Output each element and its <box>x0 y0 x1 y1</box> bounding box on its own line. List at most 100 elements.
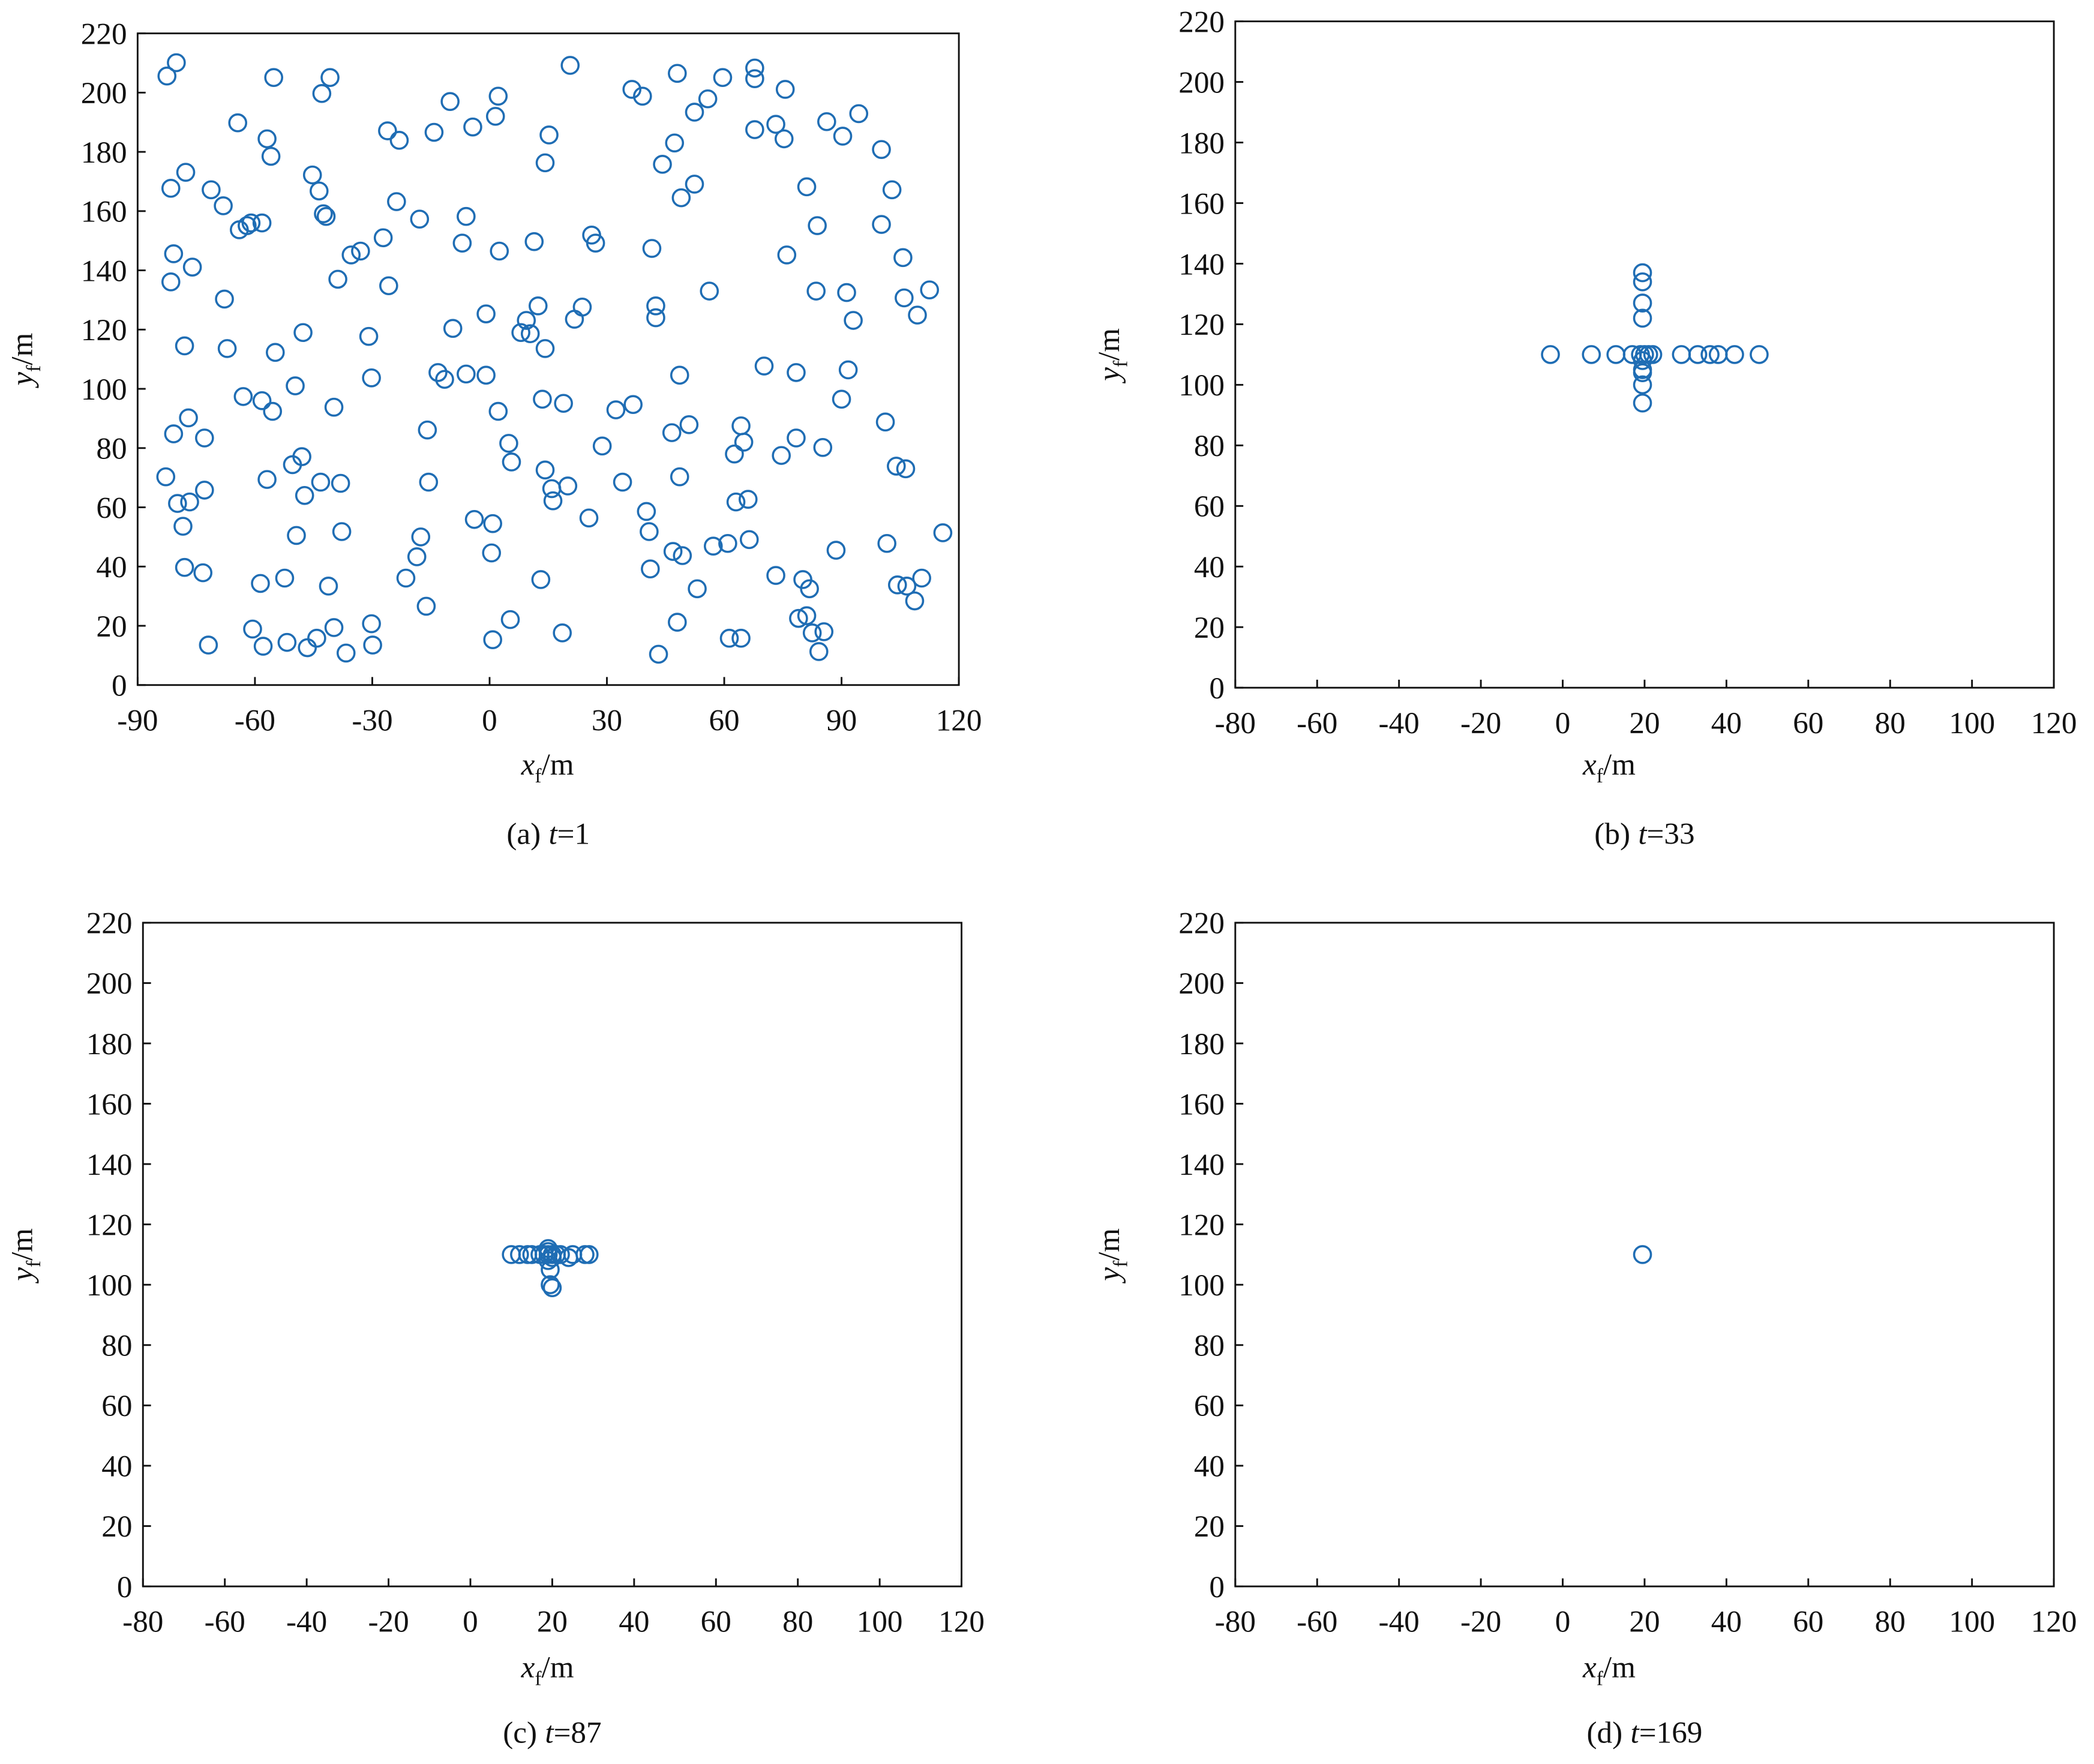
y-tick-label: 200 <box>1178 65 1225 100</box>
point <box>806 281 826 301</box>
y-tick-label: 20 <box>101 1510 132 1544</box>
point <box>502 452 521 472</box>
point <box>331 473 350 493</box>
point <box>642 239 662 258</box>
x-tick-label: -20 <box>1460 1605 1501 1639</box>
x-tick-label: 80 <box>782 1605 813 1639</box>
point <box>319 577 338 596</box>
point <box>560 56 580 75</box>
point <box>875 412 895 432</box>
point <box>428 363 448 382</box>
point <box>649 644 668 664</box>
point <box>882 180 902 200</box>
caption-value: =1 <box>557 817 590 851</box>
point <box>316 206 336 226</box>
y-tick-label: 180 <box>81 136 127 170</box>
point <box>558 476 578 496</box>
point <box>774 129 794 149</box>
x-tick-label: -20 <box>368 1605 409 1639</box>
point <box>553 623 572 643</box>
x-tick-label: 40 <box>1711 1605 1742 1639</box>
point <box>1633 375 1652 395</box>
point <box>251 574 270 593</box>
y-tick-label: 120 <box>81 313 127 347</box>
x-tick-label: -40 <box>1379 1605 1420 1639</box>
point <box>199 635 218 655</box>
point <box>164 424 184 443</box>
point <box>541 1260 560 1279</box>
point <box>670 365 689 385</box>
x-tick-label: 20 <box>537 1605 568 1639</box>
point <box>179 408 198 428</box>
point <box>817 112 836 131</box>
y-axis-label-sub: f <box>1110 1260 1132 1267</box>
point <box>202 180 221 200</box>
y-tick-label: 200 <box>81 76 127 110</box>
point <box>307 628 326 648</box>
point <box>407 547 427 566</box>
point <box>482 543 502 563</box>
x-axis-label-sub: f <box>1597 1668 1604 1690</box>
x-tick-label: 30 <box>592 703 622 737</box>
point <box>933 523 953 542</box>
point <box>457 364 476 384</box>
point <box>485 107 505 126</box>
point <box>309 181 329 201</box>
x-axis-label-sub: f <box>535 1668 542 1690</box>
point <box>668 64 687 83</box>
point <box>826 541 846 560</box>
point <box>592 436 612 456</box>
y-tick-label: 0 <box>117 1570 133 1604</box>
y-tick-label: 100 <box>1178 368 1225 403</box>
point <box>214 196 233 215</box>
point <box>533 389 552 409</box>
point <box>670 467 689 487</box>
caption: (c) t=87 <box>503 1715 601 1750</box>
point <box>215 289 234 309</box>
point <box>613 472 632 492</box>
x-tick-label: 20 <box>1629 1605 1660 1639</box>
point <box>726 492 746 512</box>
y-tick-label: 160 <box>81 195 127 229</box>
point <box>410 209 430 229</box>
caption-tag: (d) <box>1587 1715 1623 1750</box>
point <box>775 80 795 99</box>
point <box>167 53 186 73</box>
y-tick-label: 40 <box>96 550 127 584</box>
y-tick-label: 120 <box>1178 308 1225 342</box>
point <box>457 206 476 226</box>
x-axis-label: xf/m <box>1582 1650 1636 1690</box>
y-axis-label-unit: /m <box>5 1228 40 1261</box>
point <box>252 213 272 233</box>
point <box>387 192 406 211</box>
caption-value: =87 <box>554 1715 602 1750</box>
point <box>175 336 194 356</box>
point <box>797 177 817 197</box>
point <box>731 416 751 436</box>
point <box>808 216 827 235</box>
point <box>787 363 806 382</box>
point <box>287 526 306 545</box>
point <box>725 444 744 464</box>
plot-frame <box>136 32 960 686</box>
point <box>396 568 416 588</box>
point <box>483 630 502 649</box>
point <box>739 490 758 509</box>
point <box>517 311 536 330</box>
y-axis-label: yf/m <box>5 333 45 389</box>
x-tick-label: 120 <box>2031 706 2077 740</box>
point <box>261 146 281 166</box>
point <box>665 133 685 153</box>
point <box>1633 308 1652 328</box>
x-tick-label: -80 <box>1215 1605 1256 1639</box>
y-axis-label-var: y <box>1092 367 1126 384</box>
point <box>161 272 181 292</box>
x-tick-label: 40 <box>619 1605 649 1639</box>
point <box>565 310 584 329</box>
point <box>1633 1245 1652 1264</box>
x-tick-label: -60 <box>235 703 275 737</box>
point <box>646 308 665 328</box>
point <box>157 66 177 86</box>
y-tick-label: 60 <box>96 491 127 525</box>
point <box>464 509 484 529</box>
